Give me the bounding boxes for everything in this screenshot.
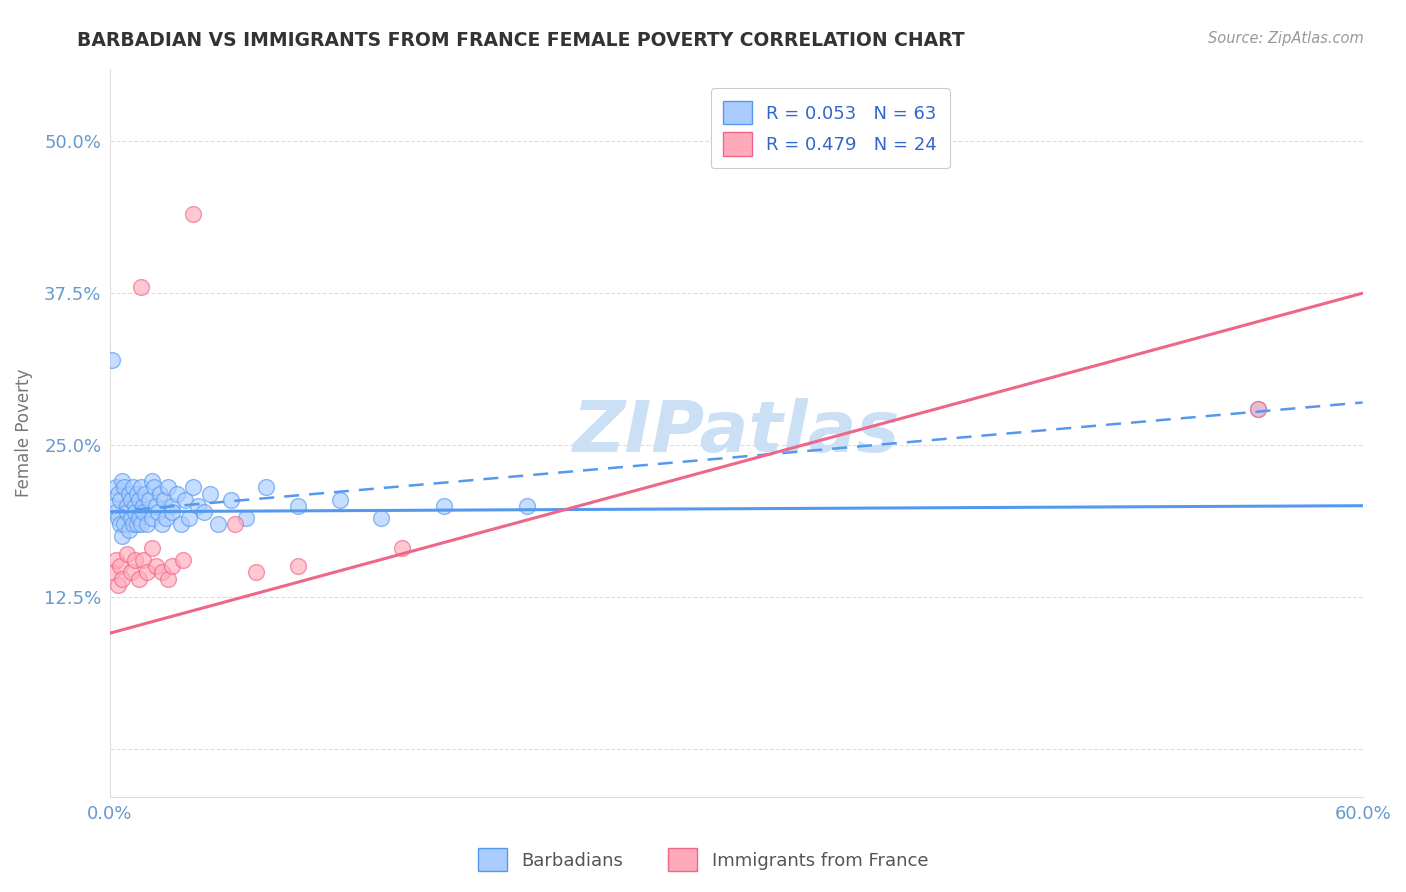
- Point: [141, 541, 163, 556]
- Point: [117, 486, 139, 500]
- Point: [287, 499, 309, 513]
- Point: [207, 516, 229, 531]
- Point: [186, 499, 208, 513]
- Point: [107, 486, 129, 500]
- Point: [138, 492, 160, 507]
- Point: [134, 486, 156, 500]
- Point: [183, 207, 205, 221]
- Point: [287, 559, 309, 574]
- Point: [120, 511, 142, 525]
- Point: [128, 572, 150, 586]
- Point: [115, 505, 138, 519]
- Point: [141, 511, 163, 525]
- Point: [145, 499, 167, 513]
- Point: [136, 516, 159, 531]
- Point: [121, 481, 143, 495]
- Point: [111, 572, 134, 586]
- Point: [149, 486, 172, 500]
- Point: [179, 511, 201, 525]
- Point: [132, 499, 155, 513]
- Point: [132, 505, 155, 519]
- Point: [125, 516, 148, 531]
- Point: [328, 492, 350, 507]
- Point: [1247, 401, 1270, 416]
- Point: [105, 553, 128, 567]
- Point: [111, 475, 134, 489]
- Point: [101, 353, 124, 368]
- Point: [105, 505, 128, 519]
- Point: [162, 559, 184, 574]
- Point: [114, 481, 136, 495]
- Point: [370, 511, 392, 525]
- Point: [1247, 401, 1270, 416]
- Point: [121, 516, 143, 531]
- Point: [124, 499, 146, 513]
- Point: [198, 486, 221, 500]
- Point: [110, 559, 132, 574]
- Point: [516, 499, 538, 513]
- Point: [136, 566, 159, 580]
- Point: [157, 481, 180, 495]
- Point: [162, 505, 184, 519]
- Point: [129, 280, 152, 294]
- Point: [125, 486, 148, 500]
- Point: [254, 481, 277, 495]
- Point: [107, 511, 129, 525]
- Point: [155, 511, 177, 525]
- Text: BARBADIAN VS IMMIGRANTS FROM FRANCE FEMALE POVERTY CORRELATION CHART: BARBADIAN VS IMMIGRANTS FROM FRANCE FEMA…: [77, 31, 965, 50]
- Legend: R = 0.053   N = 63, R = 0.479   N = 24: R = 0.053 N = 63, R = 0.479 N = 24: [710, 88, 950, 169]
- Point: [391, 541, 413, 556]
- Point: [433, 499, 456, 513]
- Point: [142, 481, 165, 495]
- Y-axis label: Female Poverty: Female Poverty: [15, 368, 32, 497]
- Point: [114, 516, 136, 531]
- Point: [162, 499, 184, 513]
- Point: [124, 505, 146, 519]
- Point: [150, 566, 173, 580]
- Text: Source: ZipAtlas.com: Source: ZipAtlas.com: [1208, 31, 1364, 46]
- Point: [128, 492, 150, 507]
- Point: [117, 523, 139, 537]
- Point: [157, 572, 180, 586]
- Point: [115, 499, 138, 513]
- Point: [128, 511, 150, 525]
- Point: [124, 553, 146, 567]
- Point: [129, 481, 152, 495]
- Point: [120, 492, 142, 507]
- Point: [111, 529, 134, 543]
- Point: [146, 505, 169, 519]
- Point: [166, 486, 188, 500]
- Point: [101, 566, 124, 580]
- Point: [105, 481, 128, 495]
- Point: [107, 577, 129, 591]
- Point: [219, 492, 242, 507]
- Point: [115, 547, 138, 561]
- Point: [103, 499, 125, 513]
- Point: [129, 516, 152, 531]
- Point: [235, 511, 257, 525]
- Point: [183, 481, 205, 495]
- Point: [132, 553, 155, 567]
- Point: [141, 475, 163, 489]
- Text: ZIPatlas: ZIPatlas: [572, 399, 900, 467]
- Point: [174, 492, 197, 507]
- Point: [172, 553, 194, 567]
- Point: [224, 516, 246, 531]
- Point: [145, 559, 167, 574]
- Point: [150, 516, 173, 531]
- Point: [153, 492, 176, 507]
- Point: [193, 505, 215, 519]
- Point: [170, 516, 193, 531]
- Point: [245, 566, 267, 580]
- Point: [110, 492, 132, 507]
- Point: [110, 516, 132, 531]
- Legend: Barbadians, Immigrants from France: Barbadians, Immigrants from France: [471, 841, 935, 879]
- Point: [120, 566, 142, 580]
